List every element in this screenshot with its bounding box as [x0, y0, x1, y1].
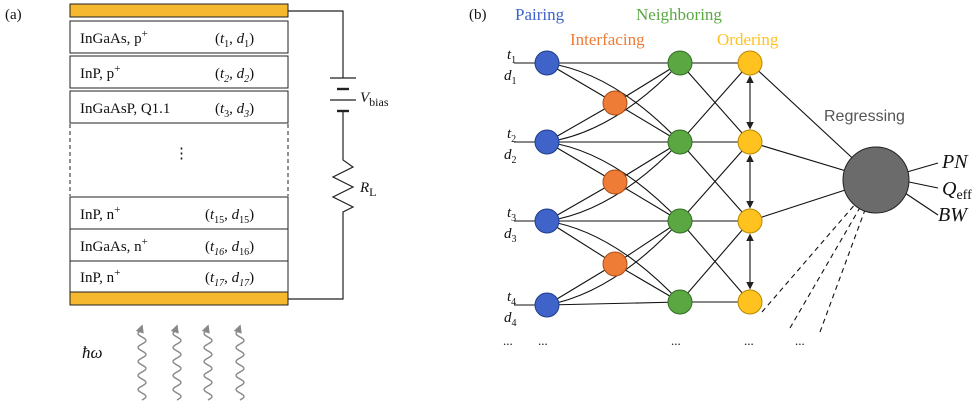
- interfacing-node-3: [602, 251, 628, 277]
- network-edges: [514, 62, 939, 333]
- network-nodes: [534, 50, 910, 318]
- layer-3-name: InGaAsP, Q1.1: [80, 101, 170, 117]
- interfacing-node-1: [602, 90, 628, 116]
- output-line-pn: [906, 162, 939, 173]
- edge-p2-i1: [546, 102, 616, 143]
- layer-16-name: InGaAs, n+: [80, 236, 148, 255]
- photon-wave-4: [233, 324, 245, 401]
- neighboring-node-3: [667, 208, 693, 234]
- input-4-d: d4: [504, 310, 517, 329]
- ordering-node-2: [737, 129, 763, 155]
- layer-1-name: InGaAs, p+: [80, 28, 148, 47]
- vbias-label: Vbias: [360, 90, 389, 109]
- pairing-node-3: [534, 208, 560, 234]
- curve-p2-n1: [546, 62, 681, 143]
- output-pn: PN: [941, 151, 969, 173]
- pairing-node-1: [534, 50, 560, 76]
- edge-p2-i2: [546, 141, 616, 183]
- layer-2-name: InP, p+: [80, 63, 120, 82]
- pairing-node-4: [534, 292, 560, 318]
- dots-extra: ...: [795, 333, 805, 348]
- neighboring-node-4: [667, 289, 693, 315]
- ordering-node-4: [737, 289, 763, 315]
- layer-box-1: [69, 20, 289, 54]
- layer-box-15: [69, 196, 289, 230]
- panel-a-device-stack: (a) InGaAs, p+ (t1, d1) InP, p+ (t2, d2)…: [5, 3, 389, 401]
- dots-pairing: ...: [538, 333, 548, 348]
- input-4-t: t4: [507, 289, 516, 308]
- ordering-node-3: [737, 208, 763, 234]
- input-1-t: t1: [507, 47, 516, 66]
- layer-box-3: [69, 90, 289, 124]
- curve-p3-n2: [546, 141, 681, 222]
- edge-p3-i2: [546, 181, 616, 222]
- edge-i3-n3: [614, 220, 681, 265]
- header-interfacing: Interfacing: [570, 30, 645, 49]
- dots-ordering: ...: [744, 333, 754, 348]
- output-line-bw: [904, 192, 939, 216]
- curve-p2-n3: [546, 141, 681, 222]
- ordering-node-1: [737, 50, 763, 76]
- edge-n3-o2: [679, 141, 751, 222]
- pairing-node-2: [534, 129, 560, 155]
- dots-neighboring: ...: [671, 333, 681, 348]
- panel-a-label: (a): [5, 7, 22, 23]
- header-ordering: Ordering: [717, 30, 779, 49]
- photon-wave-1: [135, 324, 147, 401]
- input-2-t: t2: [507, 126, 516, 145]
- bias-circuit: [288, 10, 356, 300]
- edge-n4-o3: [679, 220, 751, 303]
- regressing-node: [842, 146, 910, 214]
- photon-waves: [135, 324, 245, 401]
- header-pairing: Pairing: [515, 5, 565, 24]
- header-neighboring: Neighboring: [636, 5, 722, 24]
- layer-box-2: [69, 55, 289, 89]
- photon-wave-2: [170, 324, 182, 401]
- neighboring-node-1: [667, 50, 693, 76]
- edge-i2-n2: [614, 141, 681, 183]
- header-regressing: Regressing: [824, 108, 905, 125]
- output-bw: BW: [938, 204, 969, 226]
- neighboring-node-2: [667, 129, 693, 155]
- edge-p3-i3: [546, 220, 616, 265]
- curve-p4-n3: [546, 220, 681, 306]
- curve-p1-n2: [546, 62, 681, 143]
- panel-b-network: (b) Pairing Interfacing Neighboring Orde…: [469, 5, 972, 348]
- input-2-d: d2: [504, 147, 517, 166]
- edge-n2-o1: [679, 62, 751, 143]
- dashed-edge-2: [789, 179, 877, 329]
- load-resistor-label: RL: [359, 180, 377, 199]
- bottom-contact: [69, 291, 289, 306]
- input-3-d: d3: [504, 226, 517, 245]
- output-line-qeff: [908, 181, 939, 189]
- layer-box-17: [69, 260, 289, 293]
- top-contact: [69, 3, 289, 18]
- edge-i1-n1: [614, 62, 681, 104]
- edge-p4-i3: [546, 263, 616, 306]
- photon-energy-label: ħω: [82, 343, 103, 362]
- input-3-t: t3: [507, 205, 516, 224]
- layer-17-name: InP, n+: [80, 267, 120, 286]
- layer-ellipsis: ⋮: [174, 146, 189, 162]
- curve-p3-n4: [546, 220, 681, 303]
- edge-p4-n4: [546, 301, 681, 306]
- output-qeff: Qeff: [942, 178, 972, 203]
- layer-15-name: InP, n+: [80, 204, 120, 223]
- photon-wave-3: [201, 324, 213, 401]
- edge-p1-i1: [546, 62, 616, 104]
- interfacing-node-2: [602, 169, 628, 195]
- dots-input: ...: [503, 333, 513, 348]
- input-1-d: d1: [504, 68, 517, 87]
- panel-b-label: (b): [469, 7, 487, 23]
